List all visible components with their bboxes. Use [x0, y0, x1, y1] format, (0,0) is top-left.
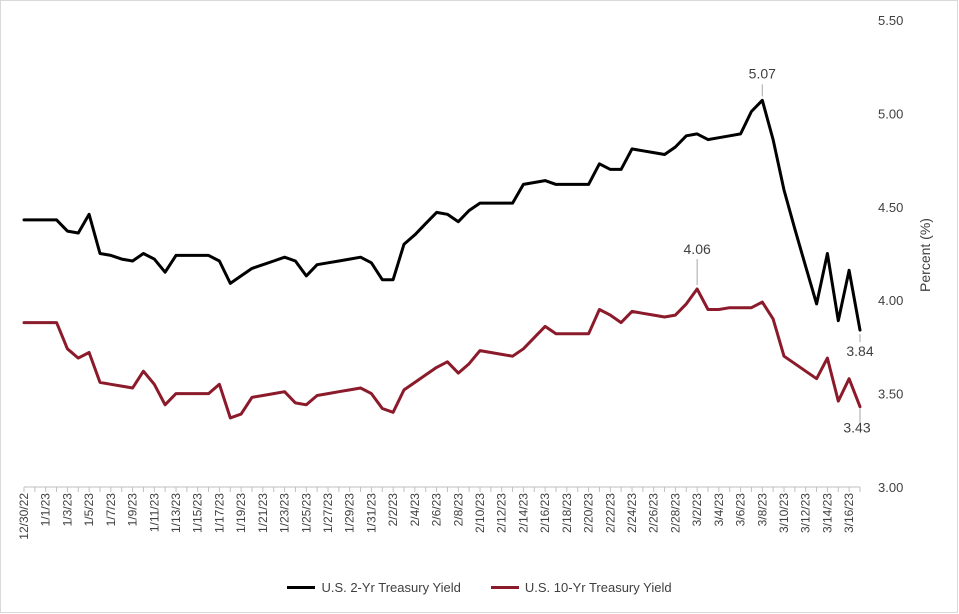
x-axis-ticks [23, 487, 861, 492]
x-tick-label: 1/27/23 [321, 493, 335, 533]
y-tick-label: 4.00 [878, 293, 903, 308]
x-tick-label: 1/7/23 [104, 493, 118, 527]
x-tick-label: 3/8/23 [755, 493, 769, 527]
y-tick-label: 5.50 [878, 13, 903, 28]
legend-label-2yr: U.S. 2-Yr Treasury Yield [321, 579, 461, 595]
y-tick-label: 5.00 [878, 106, 903, 121]
x-tick-label: 1/5/23 [82, 493, 96, 527]
x-tick-label: 2/18/23 [560, 493, 574, 533]
x-tick-label: 1/1/23 [39, 493, 53, 527]
y-tick-label: 4.50 [878, 200, 903, 215]
x-tick-label: 2/4/23 [408, 493, 422, 527]
x-tick-label: 3/6/23 [734, 493, 748, 527]
x-axis-labels: 12/30/22 1/1/23 1/3/23 1/5/23 1/7/23 1/9/23 1/… [17, 493, 856, 540]
x-tick-label: 2/20/23 [582, 493, 596, 533]
x-tick-label: 2/22/23 [603, 493, 617, 533]
y-axis-title: Percent (%) [917, 218, 933, 292]
x-tick-label: 1/15/23 [191, 493, 205, 533]
x-tick-label: 2/14/23 [516, 493, 530, 533]
x-tick-label: 3/12/23 [799, 493, 813, 533]
x-tick-label: 2/28/23 [668, 493, 682, 533]
x-tick-label: 3/4/23 [712, 493, 726, 527]
x-tick-label: 1/21/23 [256, 493, 270, 533]
x-tick-label: 2/6/23 [430, 493, 444, 527]
x-tick-label: 3/14/23 [820, 493, 834, 533]
x-tick-label: 2/26/23 [647, 493, 661, 533]
x-tick-label: 2/16/23 [538, 493, 552, 533]
legend-item-10yr: U.S. 10-Yr Treasury Yield [490, 579, 672, 595]
x-tick-label: 1/17/23 [212, 493, 226, 533]
legend-label-10yr: U.S. 10-Yr Treasury Yield [524, 579, 672, 595]
x-tick-label: 1/23/23 [278, 493, 292, 533]
y-tick-label: 3.00 [878, 480, 903, 495]
data-label: 3.43 [843, 420, 870, 436]
x-tick-label: 2/2/23 [386, 493, 400, 527]
y-tick-label: 3.50 [878, 387, 903, 402]
x-tick-label: 1/3/23 [60, 493, 74, 527]
legend-swatch-2yr [287, 585, 316, 589]
y-axis-labels: 3.00 3.50 4.00 4.50 5.00 5.50 [878, 13, 903, 495]
series-line-2yr [22, 98, 862, 332]
legend-item-2yr: U.S. 2-Yr Treasury Yield [287, 579, 461, 595]
x-tick-label: 2/12/23 [495, 493, 509, 533]
series-line-10yr [22, 287, 862, 420]
data-label: 4.06 [684, 241, 711, 257]
x-tick-label: 1/31/23 [364, 493, 378, 533]
data-annotations: 5.07 4.06 3.84 3.43 [684, 65, 874, 435]
x-tick-label: 12/30/22 [17, 493, 31, 540]
x-tick-label: 1/9/23 [126, 493, 140, 527]
x-tick-label: 3/10/23 [777, 493, 791, 533]
x-tick-label: 1/19/23 [234, 493, 248, 533]
data-label: 5.07 [749, 65, 776, 81]
series-group [22, 98, 862, 420]
x-tick-label: 2/24/23 [625, 493, 639, 533]
data-label: 3.84 [846, 343, 873, 359]
x-tick-label: 1/11/23 [147, 493, 161, 532]
x-tick-label: 2/8/23 [451, 493, 465, 527]
x-tick-label: 1/13/23 [169, 493, 183, 533]
x-tick-label: 1/25/23 [299, 493, 313, 533]
x-tick-label: 2/10/23 [473, 493, 487, 533]
x-tick-label: 3/2/23 [690, 493, 704, 527]
x-tick-label: 1/29/23 [343, 493, 357, 533]
legend: U.S. 2-Yr Treasury Yield U.S. 10-Yr Trea… [0, 576, 959, 598]
legend-swatch-10yr [490, 585, 519, 589]
x-tick-label: 3/16/23 [842, 493, 856, 533]
